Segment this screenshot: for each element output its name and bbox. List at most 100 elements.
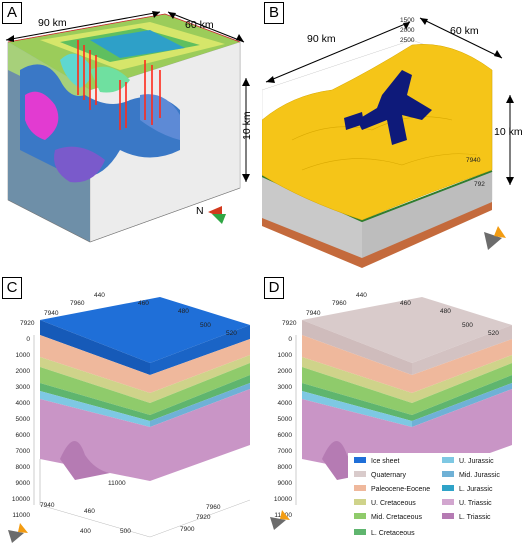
tick-label: 440 — [94, 292, 105, 299]
tick-label: 11000 — [12, 512, 30, 519]
tick-label: 5000 — [278, 416, 293, 423]
panel-letter: C — [2, 277, 22, 299]
legend-swatch — [354, 457, 366, 463]
legend-item: Paleocene-Eocene — [354, 485, 430, 493]
legend-swatch — [354, 485, 366, 491]
tick-label: 9000 — [278, 480, 293, 487]
orientation-icon — [270, 510, 290, 530]
legend-label: L. Triassic — [459, 514, 491, 521]
panel-c: 7920 7940 7960 440 460 480 500 520 0 100… — [0, 275, 262, 550]
panel-letter: B — [264, 2, 284, 24]
width-label: 60 km — [185, 19, 214, 31]
tick-label: 7000 — [16, 448, 31, 455]
panel-a-block-diagram: 90 km 60 km 10 km N — [5, 11, 253, 243]
tick-label: 500 — [200, 322, 211, 329]
tick-label: 7960 — [332, 300, 347, 307]
legend-swatch — [354, 499, 366, 505]
tick-label: 500 — [120, 528, 131, 535]
width-arrow — [167, 11, 245, 43]
tick-label: 1500 — [400, 17, 415, 24]
tick-label: 6000 — [16, 432, 31, 439]
legend-swatch — [442, 513, 454, 519]
tick-label: 1000 — [278, 352, 293, 359]
tick-label: 7900 — [180, 526, 195, 533]
legend-label: Mid. Cretaceous — [371, 514, 422, 521]
north-arrow-icon — [208, 206, 226, 224]
legend-item: U. Jurassic — [442, 457, 494, 465]
orientation-icon — [8, 523, 28, 543]
tick-label: 2500 — [400, 37, 415, 44]
tick-label: 7920 — [196, 514, 211, 521]
panel-d-block-diagram: 7920 7940 7960 440 460 480 500 520 0 100… — [270, 292, 522, 545]
panel-b: 90 km 60 km 10 km 1500 2000 2500 7940 79… — [262, 0, 524, 275]
tick-label: 6000 — [278, 432, 293, 439]
legend-item: Mid. Cretaceous — [354, 513, 422, 521]
legend-item: Mid. Jurassic — [442, 471, 500, 479]
tick-label: 520 — [488, 330, 499, 337]
tick-label: 7940 — [40, 502, 55, 509]
tick-label: 460 — [138, 300, 149, 307]
legend-swatch — [442, 471, 454, 477]
legend-swatch — [442, 485, 454, 491]
depth-axis: 0 1000 2000 3000 4000 5000 6000 7000 800… — [274, 336, 292, 519]
tick-label: 7940 — [306, 310, 321, 317]
tick-label: 792 — [474, 181, 485, 188]
legend-label: Mid. Jurassic — [459, 472, 500, 479]
tick-label: 7940 — [44, 310, 59, 317]
width-arrow — [419, 17, 503, 59]
legend-label: U. Triassic — [459, 500, 492, 507]
tick-label: 500 — [462, 322, 473, 329]
legend-label: Quaternary — [371, 472, 407, 479]
panel-letter: D — [264, 277, 284, 299]
length-label: 90 km — [307, 33, 336, 45]
tick-label: 9000 — [16, 480, 31, 487]
tick-label: 7920 — [20, 320, 35, 327]
tick-label: 11000 — [108, 480, 126, 487]
legend-item: U. Cretaceous — [354, 499, 416, 507]
depth-label: 10 km — [494, 126, 523, 138]
legend-label: U. Jurassic — [459, 458, 494, 465]
tick-label: 1000 — [16, 352, 31, 359]
tick-label: 2000 — [278, 368, 293, 375]
tick-label: 8000 — [16, 464, 31, 471]
tick-label: 460 — [84, 508, 95, 515]
tick-label: 4000 — [278, 400, 293, 407]
legend-item: U. Triassic — [442, 499, 492, 507]
legend-item: L. Cretaceous — [354, 529, 415, 537]
legend-label: Paleocene-Eocene — [371, 486, 430, 493]
tick-label: 480 — [178, 308, 189, 315]
tick-label: 0 — [26, 336, 30, 343]
tick-label: 3000 — [278, 384, 293, 391]
legend-swatch — [354, 471, 366, 477]
legend-label: L. Jurassic — [459, 486, 493, 493]
legend-swatch — [442, 457, 454, 463]
orientation-icon — [484, 226, 506, 250]
tick-label: 7960 — [70, 300, 85, 307]
panel-d: 7920 7940 7960 440 460 480 500 520 0 100… — [262, 275, 524, 550]
tick-label: 480 — [440, 308, 451, 315]
tick-label: 10000 — [274, 496, 292, 503]
length-label: 90 km — [38, 17, 67, 29]
legend-label: U. Cretaceous — [371, 500, 416, 507]
tick-label: 2000 — [400, 27, 415, 34]
tick-label: 460 — [400, 300, 411, 307]
legend-item: L. Jurassic — [442, 485, 493, 493]
length-arrow — [265, 21, 411, 83]
tick-label: 440 — [356, 292, 367, 299]
tick-label: 7920 — [282, 320, 297, 327]
legend-swatch — [354, 529, 366, 535]
legend-item: Quaternary — [354, 471, 407, 479]
tick-label: 7000 — [278, 448, 293, 455]
legend-swatch — [442, 499, 454, 505]
tick-label: 7960 — [206, 504, 221, 511]
tick-label: 2000 — [16, 368, 31, 375]
north-label: N — [196, 205, 204, 217]
tick-label: 400 — [80, 528, 91, 535]
panel-letter: A — [2, 2, 22, 24]
tick-label: 520 — [226, 330, 237, 337]
legend-item: Ice sheet — [354, 457, 399, 465]
tick-label: 7940 — [466, 157, 481, 164]
legend-label: Ice sheet — [371, 458, 399, 465]
panel-a: 90 km 60 km 10 km N A — [0, 0, 262, 275]
